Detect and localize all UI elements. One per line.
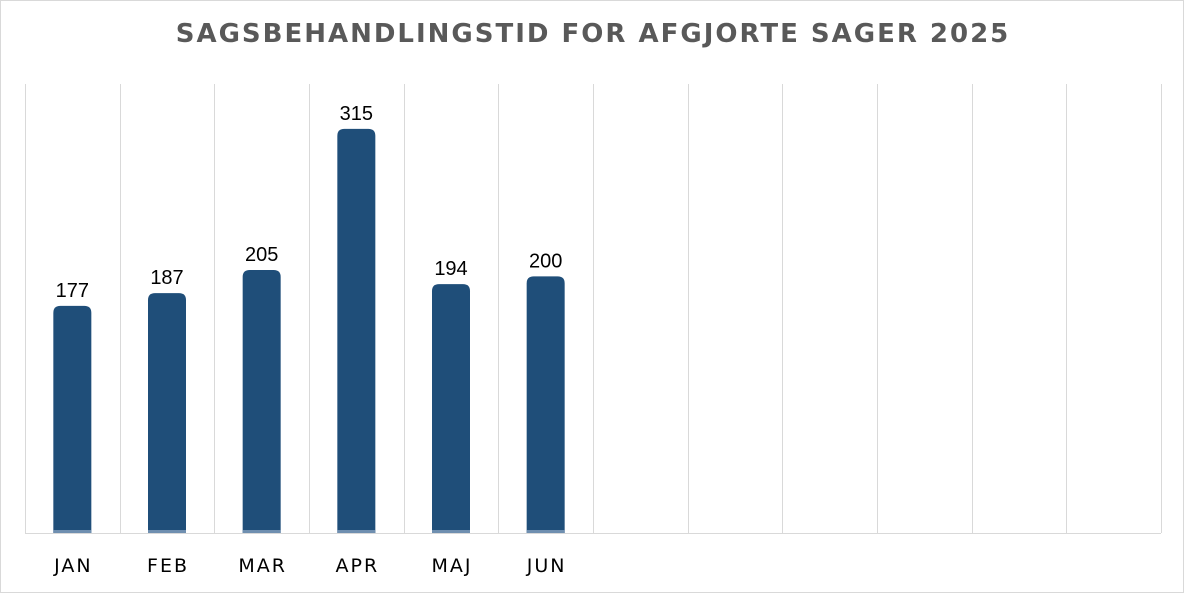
- x-tick-label-jun: JUN: [526, 555, 567, 577]
- bar-apr: [337, 128, 376, 533]
- bar-feb: [148, 293, 186, 533]
- data-label-mar: 205: [245, 244, 278, 266]
- bar-base-maj: [432, 530, 470, 533]
- bar-jun: [526, 276, 565, 533]
- data-label-jun: 200: [529, 250, 562, 272]
- x-tick-label-feb: FEB: [147, 555, 189, 577]
- bar-base-jun: [526, 530, 565, 533]
- x-tick-label-mar: MAR: [238, 555, 287, 577]
- bar-base-jan: [53, 530, 92, 533]
- x-tick-label-apr: APR: [335, 555, 379, 577]
- bar-base-feb: [148, 530, 186, 533]
- data-label-maj: 194: [434, 258, 467, 280]
- data-label-feb: 187: [150, 267, 183, 289]
- bar-base-mar: [242, 530, 281, 533]
- bar-jan: [53, 305, 92, 533]
- bar-base-apr: [337, 530, 376, 533]
- data-label-apr: 315: [340, 103, 373, 125]
- x-tick-label-jan: JAN: [53, 555, 92, 577]
- data-label-jan: 177: [56, 280, 89, 302]
- x-tick-label-maj: MAJ: [432, 555, 473, 577]
- chart-title: SAGSBEHANDLINGSTID FOR AFGJORTE SAGER 20…: [175, 19, 1011, 49]
- bar-maj: [432, 284, 470, 533]
- bar-mar: [242, 270, 281, 533]
